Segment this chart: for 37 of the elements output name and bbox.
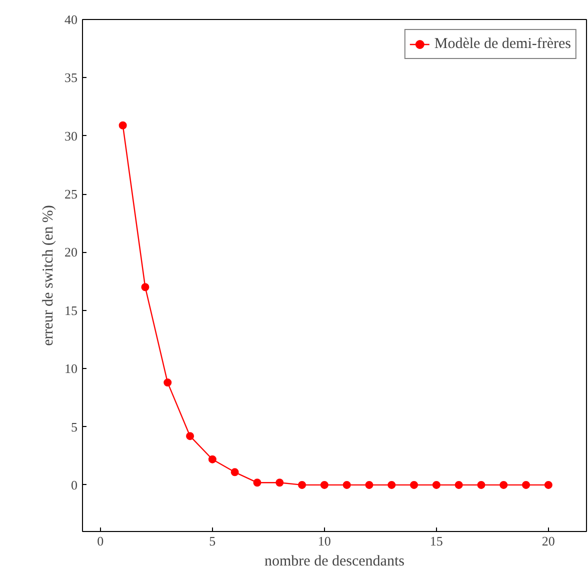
point xyxy=(118,121,127,130)
point xyxy=(522,480,530,489)
point xyxy=(544,480,552,489)
y-tick-label: 30 xyxy=(64,128,78,144)
x-tick-label: 10 xyxy=(318,534,331,548)
legend-label: Modèle de demi-frères xyxy=(434,36,571,52)
point xyxy=(186,432,194,440)
point xyxy=(454,480,463,489)
x-tick-label: 15 xyxy=(430,534,443,548)
y-tick-label: 25 xyxy=(64,186,78,202)
point xyxy=(388,480,396,489)
point xyxy=(253,478,262,487)
x-tick-label: 20 xyxy=(542,534,555,548)
y-tick-label: 15 xyxy=(64,302,78,318)
point xyxy=(500,480,508,489)
y-tick-label: 20 xyxy=(64,244,78,260)
point xyxy=(432,480,440,489)
y-axis-title: erreur de switch (en %) xyxy=(40,205,56,346)
x-tick-label: 0 xyxy=(97,534,104,548)
point xyxy=(342,480,351,489)
x-tick-label: 5 xyxy=(209,534,216,548)
point xyxy=(164,378,172,387)
point xyxy=(320,480,328,489)
point xyxy=(365,480,374,489)
point xyxy=(410,480,418,489)
point xyxy=(230,468,239,476)
y-tick-label: 40 xyxy=(64,12,78,27)
point xyxy=(141,283,150,292)
x-axis-title: nombre de descendants xyxy=(264,554,405,570)
y-tick-label: 35 xyxy=(64,70,78,86)
point xyxy=(276,478,284,487)
point xyxy=(477,480,486,489)
point xyxy=(298,480,306,489)
y-tick-label: 0 xyxy=(71,477,78,492)
point xyxy=(208,455,216,464)
y-tick-label: 5 xyxy=(71,419,78,434)
y-tick-label: 10 xyxy=(64,361,78,376)
